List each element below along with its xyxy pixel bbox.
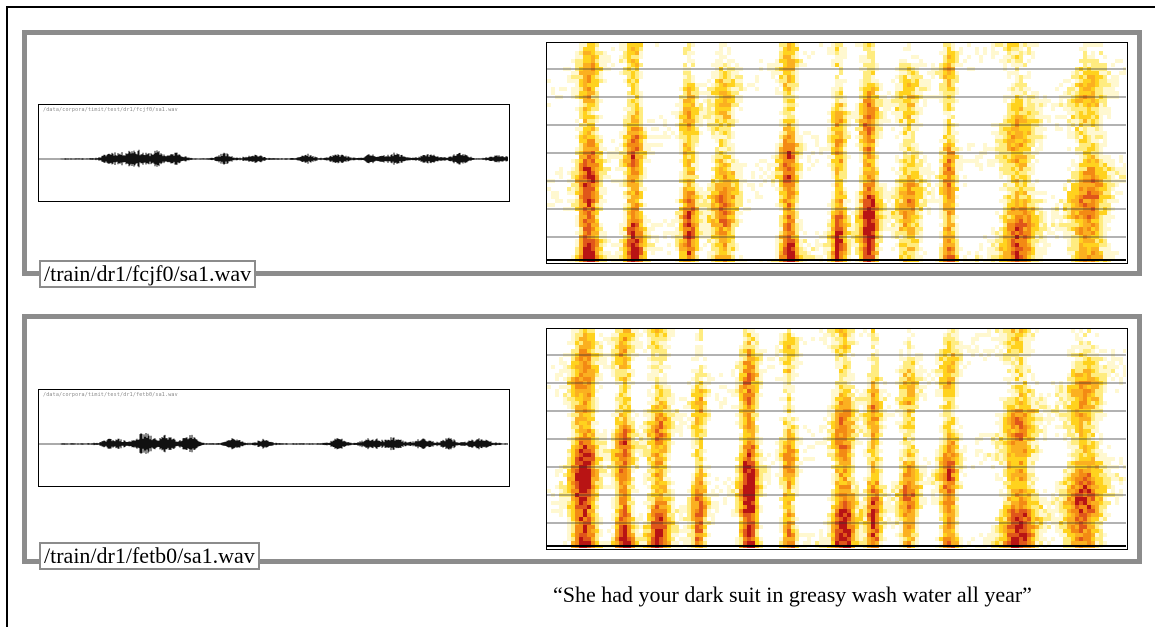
file-label-2: /train/dr1/fetb0/sa1.wav — [39, 542, 260, 570]
spectrogram-2-plot — [547, 329, 1126, 548]
waveform-2-path: /data/corpora/timit/test/dr1/fetb0/sa1.w… — [43, 392, 178, 398]
spectrogram-1 — [546, 42, 1128, 264]
waveform-2: /data/corpora/timit/test/dr1/fetb0/sa1.w… — [38, 389, 510, 487]
figure-frame — [6, 6, 1155, 627]
recording-panel-2 — [22, 314, 1142, 564]
waveform-trace — [60, 433, 508, 454]
spectrogram-1-plot — [547, 43, 1126, 262]
waveform-1-path: /data/corpora/timit/test/dr1/fcjf0/sa1.w… — [43, 107, 178, 113]
file-label-1: /train/dr1/fcjf0/sa1.wav — [39, 260, 257, 288]
waveform-2-plot — [39, 433, 508, 454]
spectrogram-2 — [546, 328, 1128, 550]
sentence-caption: “She had your dark suit in greasy wash w… — [553, 582, 1032, 607]
recording-panel-1 — [22, 30, 1142, 276]
waveform-trace — [60, 149, 508, 168]
waveform-1: /data/corpora/timit/test/dr1/fcjf0/sa1.w… — [38, 104, 510, 202]
waveform-1-plot — [39, 149, 508, 168]
